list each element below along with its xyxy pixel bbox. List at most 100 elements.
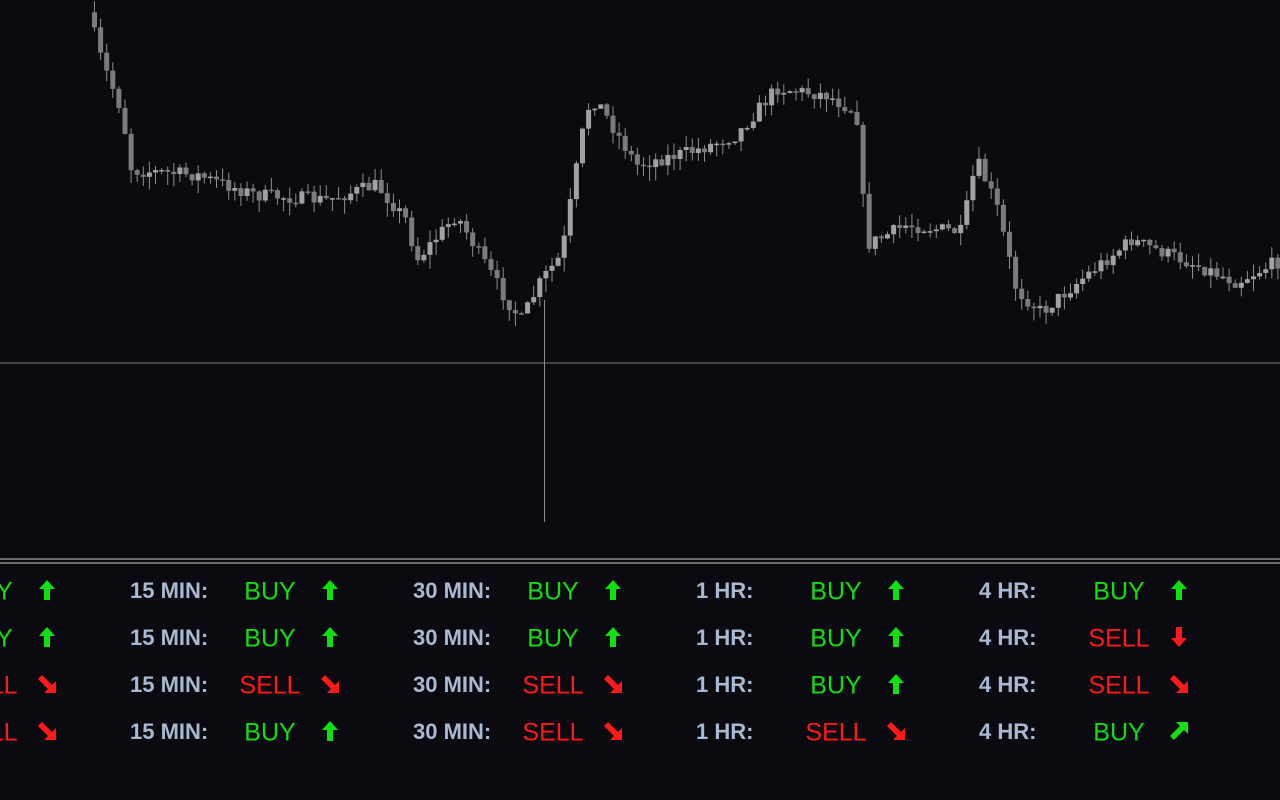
candle-body	[421, 254, 427, 261]
candle-body	[787, 91, 793, 93]
candle-body	[488, 259, 494, 270]
candle-body	[458, 221, 463, 224]
candle-body	[183, 167, 189, 175]
candles	[92, 1, 1280, 522]
candle-body	[634, 154, 640, 165]
candle-body	[994, 188, 1000, 205]
candle-body	[958, 224, 964, 234]
candle-body	[1080, 278, 1086, 285]
timeframe-label: 1 HR:	[696, 625, 753, 650]
candle-body	[1147, 239, 1153, 246]
candle-body	[287, 198, 293, 203]
candle-body	[756, 102, 762, 122]
signal-text: SELL	[522, 672, 583, 700]
candle-body	[1232, 283, 1238, 288]
candle-body	[281, 198, 287, 200]
signal-text: BUY	[244, 578, 296, 606]
timeframe-label: 1 HR:	[696, 672, 753, 697]
candle-body	[128, 133, 134, 171]
candle-body	[1238, 282, 1244, 288]
candle-body	[525, 302, 531, 314]
candle-body	[1000, 204, 1006, 232]
candle-body	[598, 104, 604, 109]
candle-body	[348, 193, 354, 201]
candle-body	[1043, 305, 1049, 313]
signal-arrow	[38, 722, 56, 740]
signal-arrow	[322, 580, 338, 600]
signal-arrow	[38, 675, 56, 693]
candle-body	[329, 198, 335, 200]
candle-body	[293, 202, 299, 205]
candle-body	[476, 246, 482, 248]
candle-body	[1263, 269, 1269, 273]
candle-body	[573, 163, 579, 200]
candle-body	[744, 127, 750, 130]
signal-text: SELL	[0, 719, 18, 747]
candle-body	[482, 246, 488, 260]
signal-arrow	[888, 580, 904, 600]
candle-body	[1214, 268, 1220, 277]
candle-body	[897, 225, 903, 228]
timeframe-label: 30 MIN:	[413, 672, 491, 697]
candle-body	[1183, 262, 1189, 267]
candle-body	[830, 98, 836, 100]
candle-body	[177, 167, 183, 175]
candle-body	[1049, 307, 1055, 313]
candle-body	[885, 234, 890, 239]
candle-body	[403, 208, 409, 218]
candle-body	[988, 181, 994, 189]
candle-body	[647, 165, 653, 168]
candle-body	[384, 193, 390, 203]
candle-body	[92, 12, 97, 28]
signal-text: BUY	[810, 625, 862, 653]
candle-body	[610, 115, 616, 133]
signal-arrow	[887, 722, 905, 740]
timeframe-label: 4 HR:	[979, 625, 1036, 650]
candle-body	[1177, 252, 1183, 263]
candle-body	[214, 176, 219, 180]
candle-body	[1269, 257, 1275, 270]
candle-body	[939, 224, 945, 230]
signal-text: BUY	[1093, 719, 1145, 747]
candle-body	[305, 191, 311, 193]
signal-text: BUY	[810, 672, 862, 700]
candle-body	[537, 278, 543, 298]
candle-body	[494, 269, 500, 279]
candle-body	[1110, 255, 1116, 266]
candle-body	[238, 187, 244, 196]
candle-body	[915, 227, 921, 233]
candle-body	[1098, 260, 1104, 272]
candle-body	[903, 225, 909, 228]
candle-body	[878, 236, 884, 239]
candle-body	[122, 107, 128, 134]
candle-body	[244, 188, 250, 196]
candle-body	[207, 176, 213, 179]
candle-body	[1165, 248, 1171, 257]
candle-body	[1025, 299, 1031, 307]
signal-arrow	[888, 627, 904, 647]
candle-body	[799, 88, 805, 93]
candle-body	[836, 98, 842, 108]
candle-body	[1196, 265, 1202, 268]
candle-body	[964, 200, 970, 225]
candle-body	[567, 199, 573, 236]
signal-arrow	[321, 675, 339, 693]
candle-body	[1116, 250, 1122, 256]
candle-body	[1141, 239, 1147, 242]
signal-arrow	[604, 675, 622, 693]
candle-body	[1104, 260, 1110, 266]
candle-body	[378, 179, 384, 194]
candle-body	[555, 257, 561, 266]
signal-arrow	[39, 580, 55, 600]
candle-body	[909, 225, 915, 228]
candle-body	[311, 191, 317, 203]
candle-body	[726, 143, 732, 145]
candle-body	[342, 198, 348, 201]
candle-body	[738, 128, 744, 142]
candle-body	[1220, 276, 1226, 279]
candle-body	[665, 154, 671, 166]
candle-body	[1257, 272, 1263, 277]
candle-body	[659, 159, 665, 166]
candle-body	[702, 148, 707, 153]
